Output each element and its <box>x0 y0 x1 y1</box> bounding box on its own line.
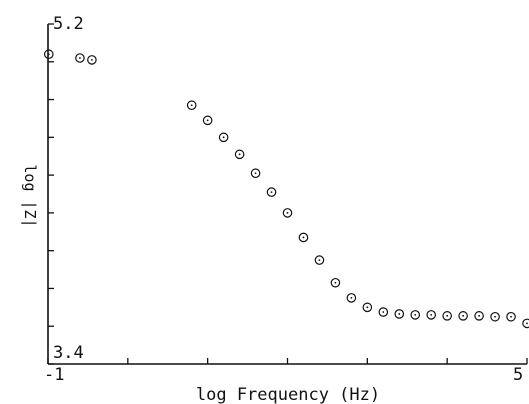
data-point <box>490 311 500 322</box>
data-point <box>378 307 389 317</box>
data-point <box>442 311 452 321</box>
data-point-center <box>286 211 289 214</box>
data-point <box>346 293 357 303</box>
data-point <box>458 311 468 321</box>
data-point-center <box>350 296 353 299</box>
data-point <box>506 311 516 322</box>
y-tick-label-min: 3.4 <box>53 343 84 363</box>
data-point-center <box>510 315 512 318</box>
data-point-center <box>382 311 385 313</box>
data-point-center <box>91 58 93 61</box>
data-point <box>298 232 309 243</box>
data-point-center <box>79 57 81 59</box>
data-point <box>202 115 213 126</box>
data-point-center <box>206 119 209 122</box>
data-point-center <box>302 236 305 239</box>
data-point <box>250 168 261 179</box>
data-point-center <box>238 153 241 156</box>
x-tick-label-max: 5 <box>513 365 523 385</box>
data-point <box>186 100 197 111</box>
data-point <box>234 149 245 160</box>
data-point <box>474 311 484 321</box>
data-point-center <box>478 314 480 317</box>
data-point-center <box>47 53 50 56</box>
x-axis-label: log Frequency (Hz) <box>196 385 380 404</box>
data-point <box>330 277 341 288</box>
data-point <box>426 310 436 320</box>
data-point-center <box>462 314 465 317</box>
y-axis-ticks <box>48 23 54 365</box>
data-point-center <box>414 313 417 316</box>
x-axis-ticks <box>47 358 528 364</box>
data-point <box>282 208 293 218</box>
data-point-center <box>270 191 273 194</box>
data-point-center <box>366 306 369 309</box>
x-tick-label-min: -1 <box>44 365 64 385</box>
data-point <box>410 310 421 320</box>
data-point <box>314 255 325 265</box>
data-point-center <box>494 315 496 318</box>
data-point <box>43 49 54 60</box>
data-point-center <box>222 136 225 139</box>
data-point <box>87 55 97 65</box>
data-points <box>43 49 529 329</box>
data-point <box>362 302 373 313</box>
data-point-center <box>446 314 449 317</box>
data-point-center <box>430 313 433 316</box>
data-point-center <box>334 281 337 284</box>
data-point <box>394 309 405 319</box>
data-point <box>75 53 85 63</box>
data-point-center <box>318 259 321 262</box>
data-point-center <box>398 313 401 315</box>
data-point-center <box>254 172 257 175</box>
data-point-center <box>190 104 193 107</box>
data-point-center <box>526 322 528 325</box>
data-point <box>218 132 229 143</box>
y-tick-label-max: 5.2 <box>53 14 84 34</box>
y-axis-label: log |Z| <box>21 164 39 227</box>
data-point <box>266 187 277 197</box>
data-point <box>522 318 529 329</box>
